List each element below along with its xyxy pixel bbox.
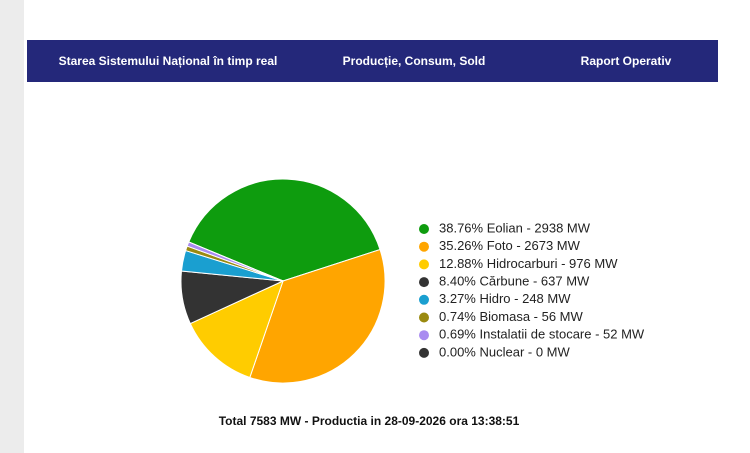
legend-dot bbox=[419, 294, 429, 305]
legend-dot bbox=[419, 277, 429, 288]
nav-item[interactable]: Starea Sistemului Național în timp real bbox=[59, 54, 278, 68]
legend-dot bbox=[419, 312, 429, 323]
pie-slice bbox=[249, 248, 386, 384]
legend-label: 35.26% Foto - 2673 MW bbox=[439, 238, 581, 253]
legend-label: 8.40% Cărbune - 637 MW bbox=[439, 274, 590, 289]
nav-item[interactable]: Raport Operativ bbox=[581, 54, 672, 68]
legend-label: 38.76% Eolian - 2938 MW bbox=[439, 220, 591, 235]
caption: Total 7583 MW - Productia in 28-09-2026 … bbox=[219, 414, 520, 428]
nav-item[interactable]: Producție, Consum, Sold bbox=[343, 54, 486, 68]
legend-dot bbox=[419, 224, 429, 234]
legend-label: 0.00% Nuclear - 0 MW bbox=[439, 344, 570, 359]
legend-dot bbox=[419, 259, 429, 270]
legend-label: 3.27% Hidro - 248 MW bbox=[439, 291, 571, 306]
legend-label: 12.88% Hidrocarburi - 976 MW bbox=[439, 256, 618, 271]
legend-label: 0.69% Instalatii de stocare - 52 MW bbox=[439, 327, 645, 342]
pie-slice bbox=[189, 280, 284, 379]
legend-dot bbox=[419, 241, 429, 252]
legend-dot bbox=[419, 330, 429, 341]
side-strip bbox=[0, 0, 24, 453]
pie-slice bbox=[188, 178, 381, 282]
nav-bar bbox=[27, 40, 718, 82]
legend-dot bbox=[419, 347, 429, 358]
legend-label: 0.74% Biomasa - 56 MW bbox=[439, 309, 584, 324]
